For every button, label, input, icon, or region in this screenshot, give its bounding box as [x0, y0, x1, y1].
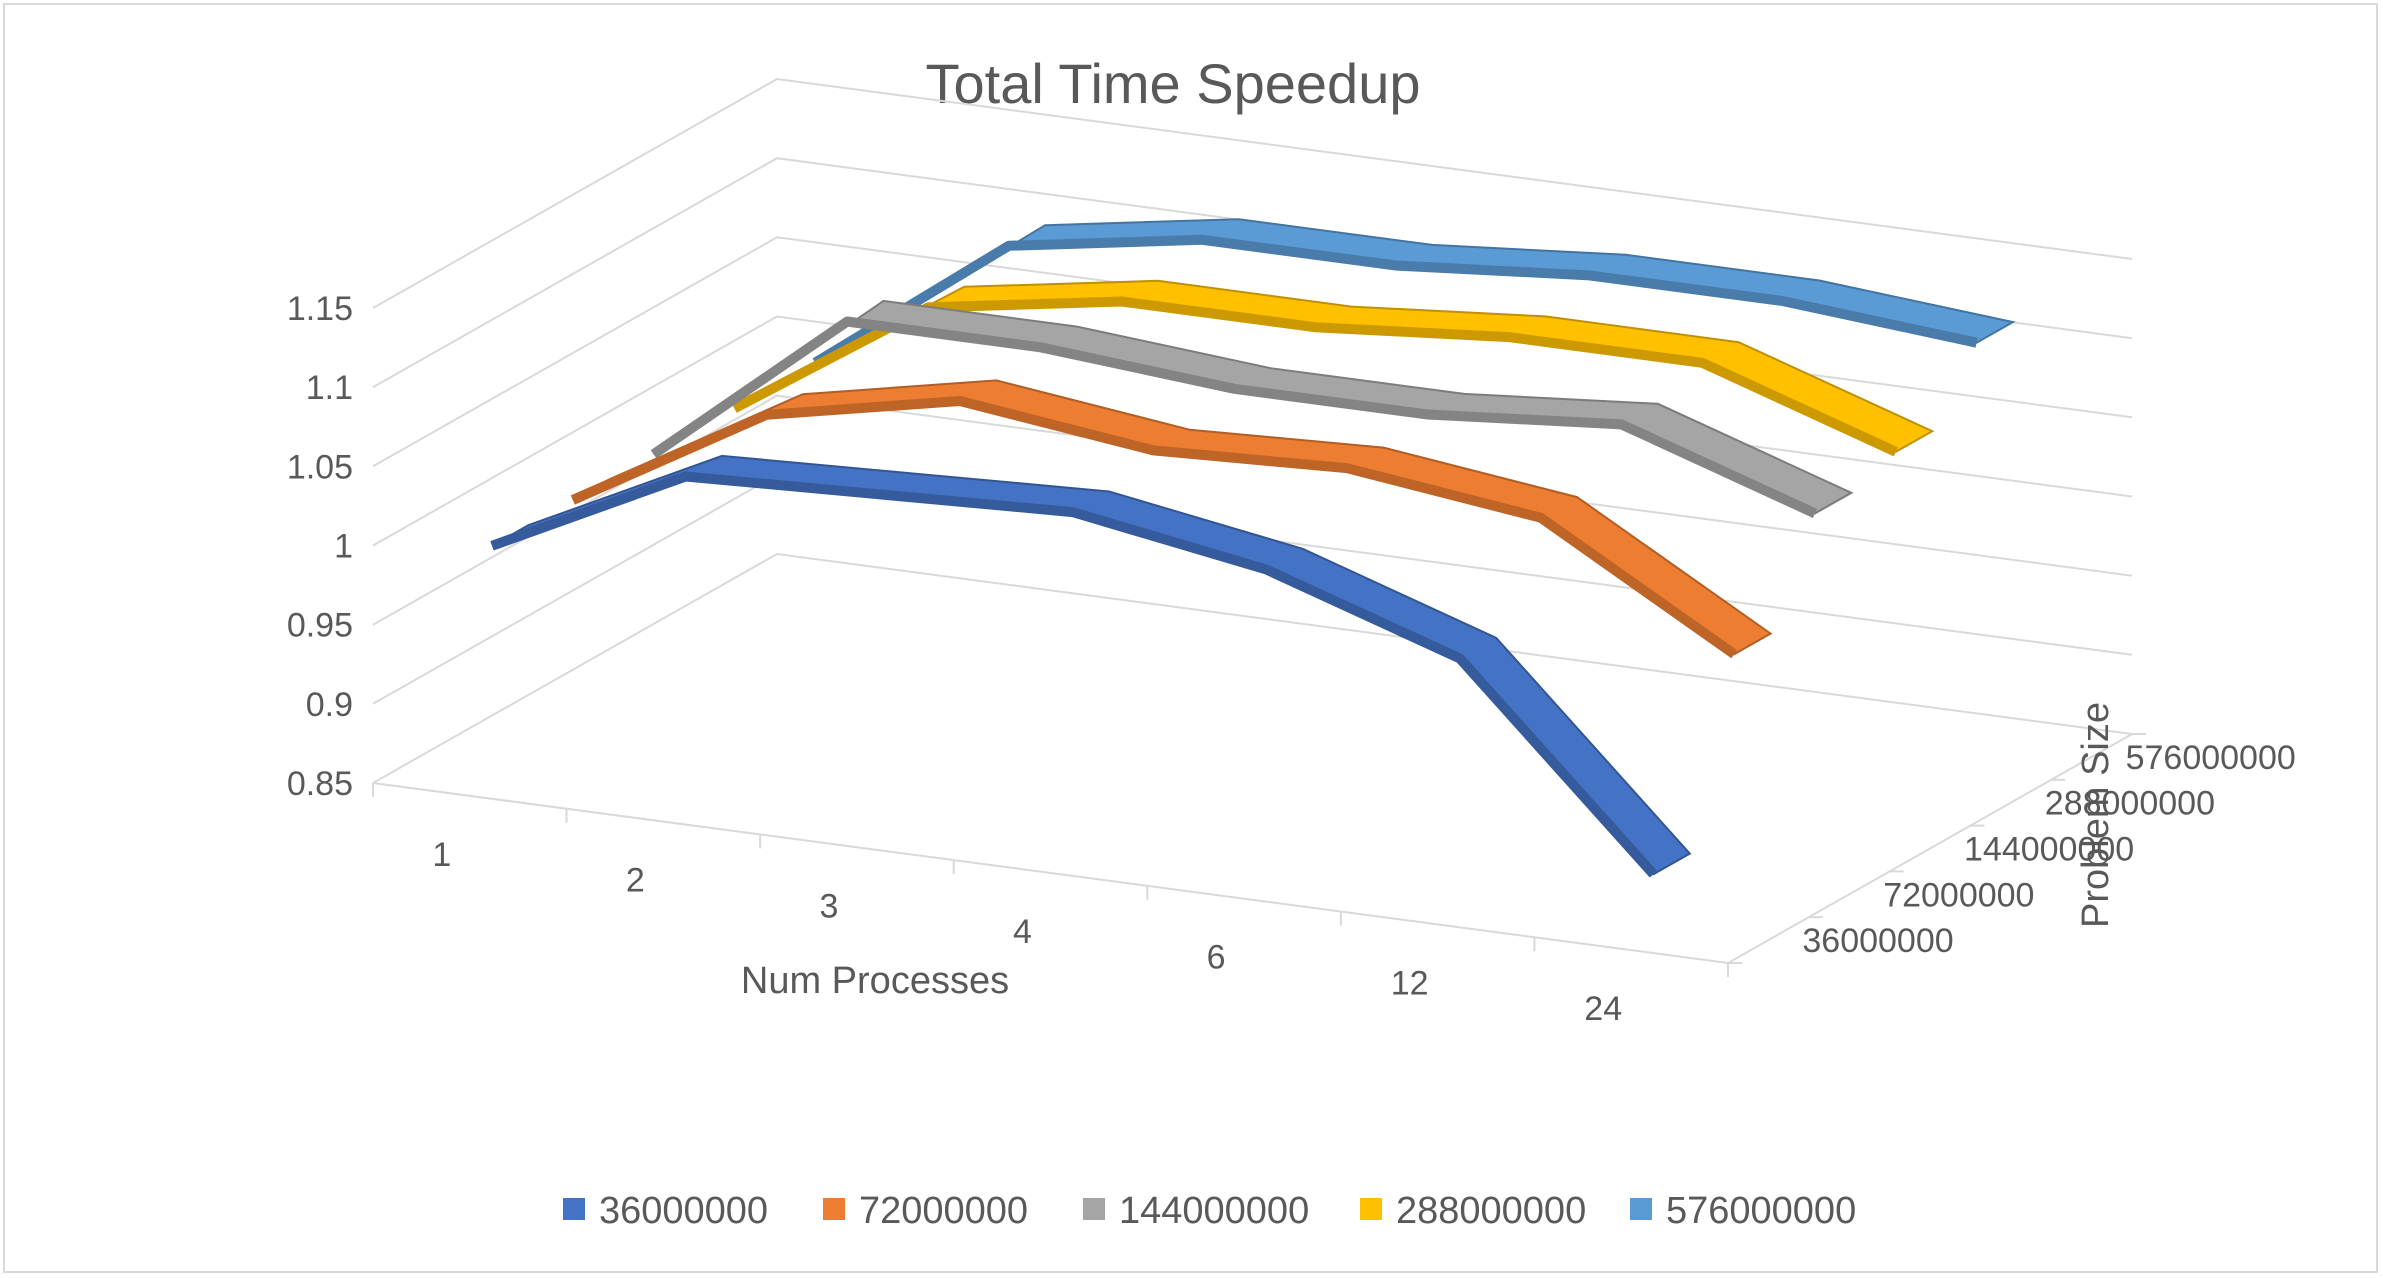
- legend-swatch: [1360, 1198, 1382, 1220]
- y-tick-label: 1.15: [287, 290, 353, 328]
- y-tick-label: 0.95: [287, 607, 353, 645]
- legend-label: 144000000: [1119, 1190, 1309, 1232]
- legend-swatch: [1630, 1198, 1652, 1220]
- z-tick-label: 576000000: [2126, 739, 2296, 777]
- legend-label: 576000000: [1666, 1190, 1856, 1232]
- series-line-144000000: [650, 316, 1818, 518]
- legend-swatch: [563, 1198, 585, 1220]
- z-axis-line: [1727, 733, 2133, 964]
- gridlines: [372, 77, 2133, 784]
- x-tick-label: 4: [1013, 913, 1032, 951]
- x-axis-line: [372, 782, 1729, 964]
- gridline: [372, 157, 2133, 389]
- x-tick-label: 2: [626, 862, 645, 900]
- gridline: [372, 552, 2133, 784]
- z-tick-label: 288000000: [2045, 785, 2215, 823]
- z-tick-label: 72000000: [1883, 876, 2034, 914]
- chart-svg: Total Time Speedup 0.85 0.9 0.95 1 1.05 1.1 1.…: [287, 52, 2296, 1232]
- chart-title: Total Time Speedup: [926, 52, 1421, 115]
- y-tick-label: 0.9: [306, 686, 353, 724]
- series-group: [490, 218, 2016, 878]
- y-tick-label: 1.05: [287, 448, 353, 486]
- gridline: [372, 473, 2133, 705]
- y-tick-label: 1.1: [306, 369, 353, 407]
- series-line-36000000: [490, 471, 1658, 878]
- legend-label: 72000000: [859, 1190, 1028, 1232]
- legend-swatch: [1083, 1198, 1105, 1220]
- legend-swatch: [823, 1198, 845, 1220]
- legend-label: 288000000: [1396, 1190, 1586, 1232]
- chart-frame: Total Time Speedup 0.85 0.9 0.95 1 1.05 1.1 1.…: [3, 3, 2378, 1273]
- y-tick-label: 1: [334, 528, 353, 566]
- z-axis-title: Problem Size: [2075, 702, 2117, 928]
- z-tick-label: 36000000: [1802, 922, 1953, 960]
- x-tick-label: 6: [1207, 939, 1226, 977]
- y-tick-label: 0.85: [287, 765, 353, 803]
- x-axis-title: Num Processes: [741, 960, 1009, 1002]
- axes: [372, 733, 2146, 977]
- z-tick-label: 144000000: [1964, 831, 2134, 869]
- y-tick-labels: 0.85 0.9 0.95 1 1.05 1.1 1.15: [287, 290, 353, 803]
- x-tick-label: 3: [819, 887, 838, 925]
- legend-label: 36000000: [599, 1190, 768, 1232]
- gridline: [372, 77, 2133, 309]
- x-tick-label: 1: [432, 836, 451, 874]
- series-line-576000000: [812, 234, 1978, 367]
- legend: 36000000 72000000 144000000 288000000 576000…: [563, 1190, 1856, 1232]
- z-tick-labels: 36000000 72000000 144000000 288000000 576000…: [1802, 739, 2295, 960]
- gridline: [372, 394, 2133, 626]
- x-tick-label: 12: [1391, 964, 1429, 1002]
- x-tick-label: 24: [1584, 990, 1622, 1028]
- series-line-72000000: [570, 396, 1738, 659]
